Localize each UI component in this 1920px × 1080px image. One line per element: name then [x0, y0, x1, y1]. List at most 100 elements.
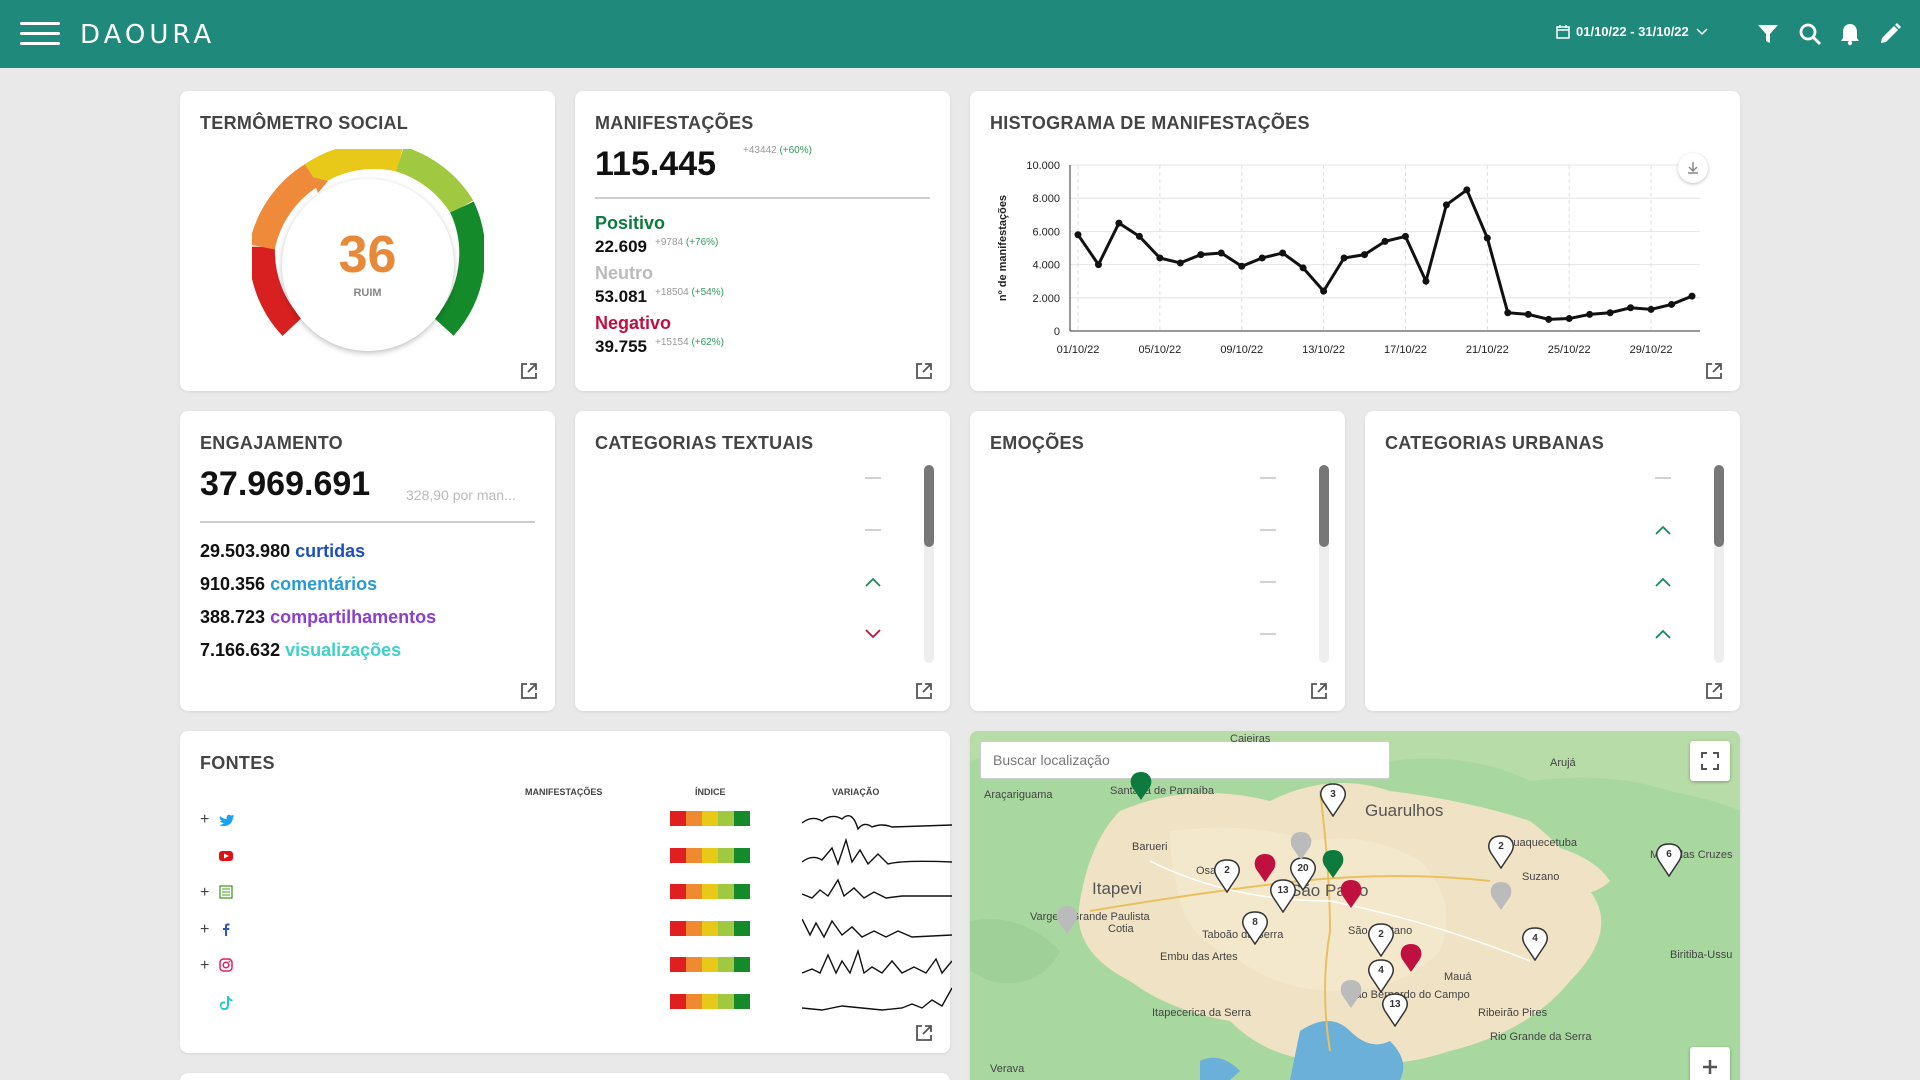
- open-external-icon[interactable]: [519, 681, 539, 701]
- index-segment: [702, 957, 718, 972]
- scrollbar-thumb[interactable]: [1319, 465, 1329, 547]
- index-segment: [718, 957, 734, 972]
- index-segment: [734, 993, 750, 1009]
- rank-item[interactable]: [1387, 627, 1697, 679]
- rank-item[interactable]: [992, 471, 1302, 523]
- list-scrollbar[interactable]: [1714, 465, 1724, 663]
- map-marker-icon[interactable]: [1340, 879, 1362, 909]
- data-point: [1483, 234, 1491, 242]
- bell-icon[interactable]: [1838, 22, 1862, 46]
- index-segment: [670, 811, 686, 826]
- map-pin[interactable]: 3: [1320, 783, 1346, 818]
- zoom-in-button[interactable]: [1690, 1047, 1730, 1080]
- map-pin[interactable]: 8: [1242, 911, 1268, 946]
- map-marker-icon[interactable]: [1490, 881, 1512, 911]
- download-button[interactable]: [1678, 153, 1708, 183]
- open-external-icon[interactable]: [519, 361, 539, 381]
- rank-item[interactable]: [992, 523, 1302, 575]
- list-scrollbar[interactable]: [924, 465, 934, 663]
- map-marker-icon[interactable]: [1056, 905, 1078, 935]
- manifestacoes-card: MANIFESTAÇÕES 115.445 +43442 (+60%) Posi…: [575, 91, 950, 391]
- rank-item[interactable]: [597, 575, 907, 627]
- map-search-input[interactable]: Buscar localização: [980, 741, 1390, 779]
- rank-item[interactable]: [1387, 575, 1697, 627]
- source-row[interactable]: [200, 837, 952, 872]
- card-title: TERMÔMETRO SOCIAL: [200, 113, 409, 133]
- rank-trend: [865, 629, 885, 639]
- open-external-icon[interactable]: [914, 681, 934, 701]
- search-icon[interactable]: [1798, 22, 1822, 46]
- map-pin[interactable]: 6: [1656, 843, 1682, 878]
- source-row[interactable]: +: [200, 878, 952, 908]
- open-external-icon[interactable]: [1704, 681, 1724, 701]
- pin-count: 2: [1224, 865, 1230, 876]
- data-point: [1647, 305, 1655, 313]
- map-canvas[interactable]: [970, 731, 1740, 1080]
- map-pin[interactable]: 4: [1368, 959, 1394, 994]
- expand-toggle[interactable]: +: [200, 884, 210, 901]
- rank-item[interactable]: [597, 471, 907, 523]
- source-row[interactable]: +: [200, 807, 952, 835]
- source-row[interactable]: +: [200, 917, 952, 945]
- map-marker-icon[interactable]: [1254, 853, 1276, 883]
- map-pin[interactable]: 2: [1214, 859, 1240, 894]
- edit-icon[interactable]: [1878, 22, 1902, 46]
- card-title: CATEGORIAS TEXTUAIS: [595, 433, 814, 453]
- map-marker-icon: [1242, 911, 1268, 946]
- fullscreen-button[interactable]: [1690, 741, 1730, 781]
- twitter-icon: [219, 814, 234, 827]
- app-logo[interactable]: DAOURA: [80, 20, 216, 50]
- y-tick-label: 2.000: [1032, 293, 1060, 305]
- card-title: ENGAJAMENTO: [200, 433, 343, 453]
- pin-count: 4: [1378, 965, 1384, 976]
- col-indice: ÍNDICE: [695, 787, 726, 797]
- source-row[interactable]: [200, 987, 952, 1018]
- open-external-icon[interactable]: [914, 1023, 934, 1043]
- rank-item[interactable]: [992, 575, 1302, 627]
- divider: [200, 521, 535, 523]
- series-line: [1076, 187, 1693, 321]
- scrollbar-thumb[interactable]: [1714, 465, 1724, 547]
- expand-toggle[interactable]: +: [200, 957, 210, 974]
- expand-toggle[interactable]: +: [200, 811, 210, 828]
- scrollbar-thumb[interactable]: [924, 465, 934, 547]
- rank-item[interactable]: [992, 627, 1302, 679]
- gauge-label: RUIM: [353, 287, 382, 299]
- rank-item[interactable]: [1387, 471, 1697, 523]
- rank-item[interactable]: [1387, 523, 1697, 575]
- list-scrollbar[interactable]: [1319, 465, 1329, 663]
- map-pin[interactable]: 13: [1382, 993, 1408, 1028]
- map-marker-icon[interactable]: [1322, 849, 1344, 879]
- source-row[interactable]: +: [200, 948, 952, 981]
- map-pin[interactable]: 2: [1368, 923, 1394, 958]
- index-segment: [670, 884, 686, 899]
- map-pin[interactable]: 20: [1290, 857, 1316, 892]
- pin-count: 4: [1532, 933, 1538, 944]
- map-marker-icon[interactable]: [1340, 979, 1362, 1009]
- trend-flat-icon: [1260, 581, 1276, 583]
- index-bar: [670, 847, 750, 863]
- date-range-picker[interactable]: 01/10/22 - 31/10/22: [1556, 24, 1709, 39]
- y-tick-label: 4.000: [1032, 260, 1060, 272]
- map-marker-icon[interactable]: [1400, 943, 1422, 973]
- open-external-icon[interactable]: [1309, 681, 1329, 701]
- map-pin[interactable]: 4: [1522, 927, 1548, 962]
- open-external-icon[interactable]: [914, 361, 934, 381]
- map-marker-icon[interactable]: [1290, 831, 1312, 861]
- map-marker-icon[interactable]: [1130, 771, 1152, 801]
- map-marker-icon: [1382, 993, 1408, 1028]
- x-tick-label: 13/10/22: [1302, 344, 1345, 356]
- rank-trend: [1655, 473, 1675, 483]
- rank-item[interactable]: [597, 523, 907, 575]
- map-pin[interactable]: 13: [1270, 879, 1296, 914]
- open-external-icon[interactable]: [1704, 361, 1724, 381]
- rank-item[interactable]: [597, 627, 907, 679]
- index-segment: [686, 993, 702, 1009]
- x-tick-label: 09/10/22: [1220, 344, 1263, 356]
- menu-icon[interactable]: [20, 22, 60, 46]
- map-pin[interactable]: 2: [1488, 835, 1514, 870]
- pin-count: 3: [1330, 789, 1336, 800]
- expand-toggle[interactable]: +: [200, 920, 210, 938]
- negativo-label: Negativo: [595, 313, 672, 333]
- filter-icon[interactable]: [1756, 22, 1780, 46]
